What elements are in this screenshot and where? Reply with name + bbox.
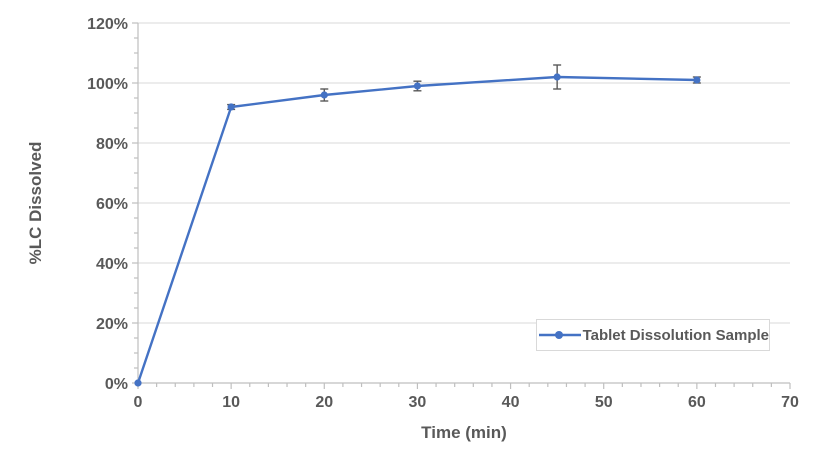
svg-text:10: 10: [222, 394, 240, 411]
x-tick-labels: 0 10 20 30 40 50 60 70: [134, 394, 799, 411]
y-tick-labels: 0% 20% 40% 60% 80% 100% 120%: [87, 16, 128, 393]
error-bars: [227, 64, 701, 111]
svg-text:40%: 40%: [96, 256, 128, 273]
tick-marks: [132, 22, 791, 389]
svg-text:0: 0: [134, 394, 143, 411]
svg-text:20: 20: [315, 394, 333, 411]
svg-text:20%: 20%: [96, 316, 128, 333]
gridlines: [138, 22, 790, 324]
svg-text:40: 40: [502, 394, 520, 411]
x-axis-title: Time (min): [421, 423, 507, 442]
legend: Tablet Dissolution Sample: [536, 319, 770, 351]
series-line: [136, 75, 697, 384]
svg-text:0%: 0%: [105, 376, 128, 393]
svg-text:60%: 60%: [96, 196, 128, 213]
svg-text:100%: 100%: [87, 76, 128, 93]
svg-text:80%: 80%: [96, 136, 128, 153]
svg-text:60: 60: [688, 394, 706, 411]
line-marker-icon: [539, 331, 581, 339]
y-axis-title: %LC Dissolved: [26, 141, 45, 265]
series-markers: [134, 73, 701, 387]
svg-text:50: 50: [595, 394, 613, 411]
legend-label: Tablet Dissolution Sample: [582, 326, 769, 344]
svg-text:120%: 120%: [87, 16, 128, 33]
svg-text:70: 70: [781, 394, 799, 411]
svg-text:30: 30: [409, 394, 427, 411]
